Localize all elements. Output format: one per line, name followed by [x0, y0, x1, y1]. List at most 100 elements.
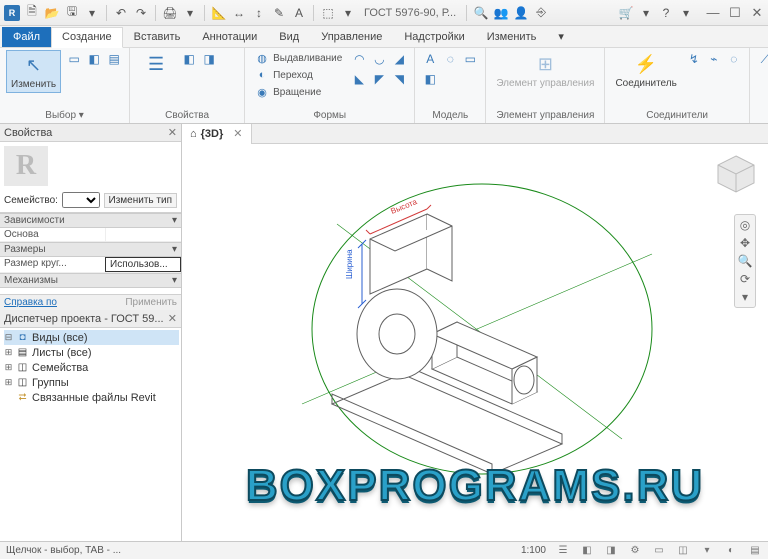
tree-node-links[interactable]: ⮂Связанные файлы Revit: [4, 390, 179, 405]
revolve-icon: ◉: [255, 85, 269, 99]
revolve-button[interactable]: ◉Вращение: [251, 84, 346, 100]
tab-file[interactable]: Файл: [2, 27, 51, 47]
small-icon[interactable]: ◧: [85, 50, 103, 68]
qat-open-icon[interactable]: 📂: [44, 5, 60, 21]
status-icon[interactable]: ⚙: [628, 545, 642, 556]
help-icon[interactable]: ?: [658, 5, 674, 21]
viewcube[interactable]: [714, 152, 758, 196]
view-tab-3d[interactable]: ⌂ {3D} ✕: [182, 124, 252, 144]
collab-icon[interactable]: 👥: [493, 5, 509, 21]
small-icon[interactable]: ◧: [421, 70, 439, 88]
properties-button[interactable]: ☰: [136, 50, 176, 78]
extrusion-button[interactable]: ◍Выдавливание: [251, 50, 346, 66]
ribbon-group-control: ⊞Элемент управления Элемент управления: [486, 48, 605, 123]
minimize-icon[interactable]: —: [706, 5, 720, 21]
pan-icon[interactable]: ✥: [740, 236, 750, 250]
tree-node-sheets[interactable]: ⊞▤Листы (все): [4, 345, 179, 360]
param-section-dims[interactable]: Размеры▾: [0, 242, 181, 257]
edit-type-button[interactable]: Изменить тип: [104, 193, 177, 208]
status-icon[interactable]: ◨: [604, 545, 618, 556]
small-icon[interactable]: ◨: [200, 50, 218, 68]
tab-annotations[interactable]: Аннотации: [191, 27, 268, 47]
qat-dim-icon[interactable]: ↔: [231, 5, 247, 21]
status-icon[interactable]: ▾: [700, 545, 714, 556]
qat-dropdown-icon[interactable]: ▾: [84, 5, 100, 21]
tab-view[interactable]: Вид: [268, 27, 310, 47]
blend-button[interactable]: ◐Переход: [251, 67, 346, 83]
tab-insert[interactable]: Вставить: [123, 27, 192, 47]
qat-save-icon[interactable]: 🖫: [64, 5, 80, 21]
connector-button[interactable]: ⚡Соединитель: [611, 50, 680, 91]
qat-3d-icon[interactable]: ⬚: [320, 5, 336, 21]
small-icon[interactable]: ◌: [725, 50, 743, 68]
tab-overflow[interactable]: ▾: [547, 26, 575, 47]
qat-print-icon[interactable]: 🖨: [162, 5, 178, 21]
qat-undo-icon[interactable]: ↶: [113, 5, 129, 21]
qat-redo-icon[interactable]: ↷: [133, 5, 149, 21]
status-icon[interactable]: ▤: [748, 545, 762, 556]
tab-create[interactable]: Создание: [51, 27, 123, 48]
qat-tag-icon[interactable]: ✎: [271, 5, 287, 21]
tree-node-families[interactable]: ⊞◫Семейства: [4, 360, 179, 375]
small-icon[interactable]: ▭: [65, 50, 83, 68]
status-icon[interactable]: ☰: [556, 545, 570, 556]
apply-button[interactable]: Применить: [125, 297, 177, 308]
zoom-icon[interactable]: 🔍: [738, 254, 753, 268]
small-icon[interactable]: ◢: [390, 50, 408, 68]
status-icon[interactable]: ◐: [724, 545, 738, 556]
tab-modify[interactable]: Изменить: [476, 27, 548, 47]
tree-node-groups[interactable]: ⊞◫Группы: [4, 375, 179, 390]
group-label: Модель: [421, 109, 479, 123]
small-icon[interactable]: ◧: [180, 50, 198, 68]
close-icon[interactable]: ✕: [168, 126, 177, 139]
maximize-icon[interactable]: ☐: [728, 5, 742, 21]
status-icon[interactable]: ▭: [652, 545, 666, 556]
small-icon[interactable]: ▤: [105, 50, 123, 68]
search-icon[interactable]: 🔍: [473, 5, 489, 21]
qat-dropdown-icon[interactable]: ▾: [638, 5, 654, 21]
small-icon[interactable]: ▭: [461, 50, 479, 68]
small-icon[interactable]: ◣: [350, 70, 368, 88]
exchange-icon[interactable]: 🛒: [618, 5, 634, 21]
small-icon[interactable]: ⌁: [705, 50, 723, 68]
small-icon[interactable]: ⟋: [756, 50, 768, 68]
qat-dropdown-icon[interactable]: ▾: [340, 5, 356, 21]
close-icon[interactable]: ✕: [750, 5, 764, 21]
user-icon[interactable]: 👤: [513, 5, 529, 21]
signin-icon[interactable]: ⎆: [533, 5, 549, 21]
orbit-icon[interactable]: ⟳: [740, 272, 750, 286]
param-row[interactable]: Размер круг...Использов...: [0, 257, 181, 273]
modify-button[interactable]: ↖ Изменить: [6, 50, 61, 93]
app-badge-icon[interactable]: R: [4, 5, 20, 21]
close-icon[interactable]: ✕: [233, 127, 242, 140]
nav-dropdown-icon[interactable]: ▾: [742, 290, 748, 304]
status-scale[interactable]: 1:100: [521, 545, 546, 556]
tab-manage[interactable]: Управление: [310, 27, 393, 47]
small-icon[interactable]: ◡: [370, 50, 388, 68]
status-icon[interactable]: ◫: [676, 545, 690, 556]
close-icon[interactable]: ✕: [168, 312, 177, 325]
small-icon[interactable]: ◥: [390, 70, 408, 88]
qat-text-icon[interactable]: A: [291, 5, 307, 21]
work-area: Свойства ✕ R Семейство: Изменить тип Зав…: [0, 124, 768, 541]
small-icon[interactable]: ↯: [685, 50, 703, 68]
drawing-canvas[interactable]: Высота Ширина ◎ ✥ 🔍 ⟳ ▾ BOXPROGR: [182, 144, 768, 541]
family-select[interactable]: [62, 192, 100, 208]
qat-dim-icon[interactable]: ↕: [251, 5, 267, 21]
tab-addins[interactable]: Надстройки: [393, 27, 475, 47]
small-icon[interactable]: A: [421, 50, 439, 68]
qat-icon[interactable]: 🗎: [24, 5, 40, 21]
param-section-constraints[interactable]: Зависимости▾: [0, 213, 181, 228]
small-icon[interactable]: ◌: [441, 50, 459, 68]
tree-node-views[interactable]: ⊟◘Виды (все): [4, 330, 179, 345]
status-icon[interactable]: ◧: [580, 545, 594, 556]
steering-wheel-icon[interactable]: ◎: [740, 218, 750, 232]
qat-dropdown-icon[interactable]: ▾: [678, 5, 694, 21]
qat-measure-icon[interactable]: 📐: [211, 5, 227, 21]
small-icon[interactable]: ◤: [370, 70, 388, 88]
param-section-mech[interactable]: Механизмы▾: [0, 273, 181, 288]
small-icon[interactable]: ◠: [350, 50, 368, 68]
help-link[interactable]: Справка по: [4, 297, 57, 308]
param-row[interactable]: Основа: [0, 228, 181, 242]
qat-dropdown-icon[interactable]: ▾: [182, 5, 198, 21]
